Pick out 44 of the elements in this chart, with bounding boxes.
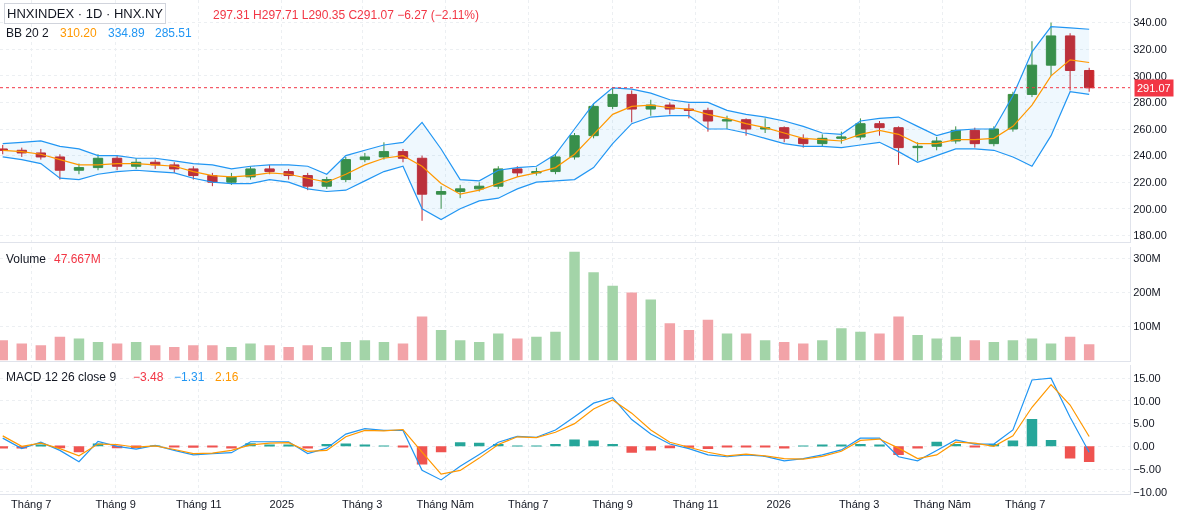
annotation: 47.667M xyxy=(54,252,101,266)
text: HNXINDEX · 1D · HNX.NY xyxy=(7,6,164,21)
y-tick-label: 200M xyxy=(1133,286,1161,299)
annotation: 297.31 H297.71 L290.35 C291.07 −6.27 (−2.11%) xyxy=(213,8,479,22)
y-tick-label: 220.00 xyxy=(1133,176,1167,189)
x-tick-label: Tháng 7 xyxy=(1004,498,1046,511)
annotation: MACD 12 26 close 9 xyxy=(6,370,117,384)
annotation: 285.51 xyxy=(155,26,193,40)
y-tick-label: 340.00 xyxy=(1133,16,1167,29)
y-tick-label: 5.00 xyxy=(1133,417,1155,430)
annotation: 2.16 xyxy=(215,370,239,384)
y-tick-label: 300.00 xyxy=(1133,69,1167,82)
y-tick-label: 180.00 xyxy=(1133,229,1167,242)
x-tick-label: 2025 xyxy=(269,498,295,511)
y-tick-label: 10.00 xyxy=(1133,394,1161,407)
y-tick-label: 0.00 xyxy=(1133,440,1155,453)
x-tick-label: Tháng 7 xyxy=(11,498,52,511)
x-tick-label: Tháng 9 xyxy=(592,498,633,511)
y-tick-label: 300M xyxy=(1133,252,1161,265)
y-tick-label: 260.00 xyxy=(1133,122,1167,135)
y-tick-label: 240.00 xyxy=(1133,149,1167,162)
annotation: BB 20 2 xyxy=(6,26,50,40)
y-tick-label: 200.00 xyxy=(1133,202,1167,215)
x-tick-label: Tháng 3 xyxy=(838,498,880,511)
y-tick-label: 320.00 xyxy=(1133,43,1167,56)
ref-line-label: 291.07 xyxy=(1137,82,1171,94)
y-tick-label: −5.00 xyxy=(1133,462,1162,475)
x-tick-label: Tháng 11 xyxy=(175,498,222,511)
x-tick-label: 2026 xyxy=(766,498,791,511)
x-tick-label: Tháng Năm xyxy=(913,498,971,511)
y-tick-label: 100M xyxy=(1133,320,1161,333)
annotation: Volume xyxy=(6,252,47,266)
y-tick-label: 15.00 xyxy=(1133,372,1161,385)
x-tick-label: Tháng Năm xyxy=(416,498,474,511)
y-tick-label: −10.00 xyxy=(1133,485,1168,498)
x-tick-label: Tháng 9 xyxy=(95,498,136,511)
annotation: −3.48 xyxy=(133,370,164,384)
y-tick-label: 280.00 xyxy=(1133,96,1167,109)
annotation: −1.31 xyxy=(174,370,205,384)
x-tick-label: Tháng 11 xyxy=(672,498,719,511)
annotation: 334.89 xyxy=(108,26,146,40)
x-tick-label: Tháng 3 xyxy=(341,498,383,511)
annotation: 310.20 xyxy=(60,26,98,40)
x-tick-label: Tháng 7 xyxy=(508,498,549,511)
